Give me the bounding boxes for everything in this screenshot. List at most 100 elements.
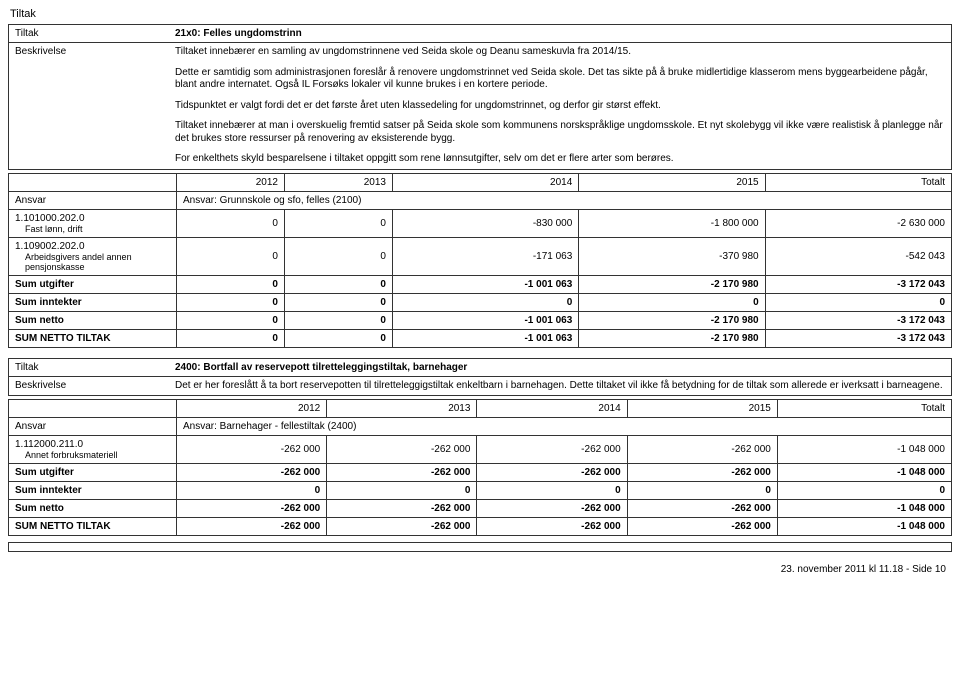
cell: -2 170 980	[579, 329, 765, 347]
cell: 0	[327, 482, 477, 500]
cell: -262 000	[477, 464, 627, 482]
tiltak-value: 21x0: Felles ungdomstrinn	[169, 25, 951, 42]
cell: -1 048 000	[777, 518, 951, 536]
cell: -262 000	[627, 436, 777, 464]
sum-label: SUM NETTO TILTAK	[9, 329, 177, 347]
data-table-1: 2012 2013 2014 2015 Totalt Ansvar Ansvar…	[8, 173, 952, 348]
ansvar-row: Ansvar Ansvar: Grunnskole og sfo, felles…	[9, 191, 952, 209]
cell: 0	[177, 329, 285, 347]
code-sub: Fast lønn, drift	[15, 224, 170, 234]
cell: 0	[284, 209, 392, 237]
cell: 0	[477, 482, 627, 500]
col-2014: 2014	[392, 173, 578, 191]
code: 1.109002.202.0	[15, 241, 85, 252]
cell: -262 000	[327, 500, 477, 518]
cell: -1 001 063	[392, 311, 578, 329]
cell: 0	[284, 311, 392, 329]
page-header: Tiltak	[8, 8, 952, 20]
cell: 0	[177, 311, 285, 329]
cell: 0	[284, 237, 392, 275]
col-2012: 2012	[177, 173, 285, 191]
data-table-2: 2012 2013 2014 2015 Totalt Ansvar Ansvar…	[8, 399, 952, 536]
cell: -262 000	[177, 500, 327, 518]
table-row: 1.109002.202.0 Arbeidsgivers andel annen…	[9, 237, 952, 275]
cell: -262 000	[627, 518, 777, 536]
desc-p5: For enkelthets skyld besparelsene i tilt…	[175, 153, 945, 166]
cell: 0	[177, 275, 285, 293]
sum-netto-tiltak-row: SUM NETTO TILTAK -262 000 -262 000 -262 …	[9, 518, 952, 536]
cell: 0	[284, 293, 392, 311]
cell: -262 000	[327, 518, 477, 536]
desc-p3: Tidspunktet er valgt fordi det er det fø…	[175, 100, 945, 113]
col-2015: 2015	[627, 400, 777, 418]
col-totalt: Totalt	[765, 173, 951, 191]
cell: -262 000	[477, 436, 627, 464]
tiltak-label: Tiltak	[9, 25, 169, 42]
sum-netto-row: Sum netto -262 000 -262 000 -262 000 -26…	[9, 500, 952, 518]
cell: 0	[177, 293, 285, 311]
cell: -262 000	[327, 464, 477, 482]
table-row: 1.101000.202.0 Fast lønn, drift 0 0 -830…	[9, 209, 952, 237]
ansvar-label: Ansvar	[9, 418, 177, 436]
desc-p1: Tiltaket innebærer en samling av ungdoms…	[175, 46, 945, 59]
desc-p4: Tiltaket innebærer at man i overskuelig …	[175, 120, 945, 145]
page-footer: 23. november 2011 kl 11.18 - Side 10	[8, 564, 952, 575]
row-code: 1.109002.202.0 Arbeidsgivers andel annen…	[9, 237, 177, 275]
cell: 0	[177, 237, 285, 275]
cell: -2 170 980	[579, 311, 765, 329]
cell: -2 630 000	[765, 209, 951, 237]
sum-label: Sum utgifter	[9, 464, 177, 482]
desc-p1: Det er her foreslått å ta bort reservepo…	[175, 380, 945, 393]
cell: -262 000	[627, 500, 777, 518]
cell: -262 000	[177, 436, 327, 464]
cell: 0	[627, 482, 777, 500]
sum-label: Sum inntekter	[9, 482, 177, 500]
year-header-row: 2012 2013 2014 2015 Totalt	[9, 400, 952, 418]
row-code: 1.101000.202.0 Fast lønn, drift	[9, 209, 177, 237]
sum-netto-row: Sum netto 0 0 -1 001 063 -2 170 980 -3 1…	[9, 311, 952, 329]
ansvar-label: Ansvar	[9, 191, 177, 209]
year-header-row: 2012 2013 2014 2015 Totalt	[9, 173, 952, 191]
code: 1.101000.202.0	[15, 213, 85, 224]
beskrivelse-label: Beskrivelse	[9, 377, 169, 396]
cell: -262 000	[177, 464, 327, 482]
sum-label: SUM NETTO TILTAK	[9, 518, 177, 536]
tiltak-value: 2400: Bortfall av reservepott tilrettele…	[169, 359, 951, 376]
col-2013: 2013	[327, 400, 477, 418]
code-sub: Annet forbruksmateriell	[15, 450, 170, 460]
cell: -830 000	[392, 209, 578, 237]
row-code: 1.112000.211.0 Annet forbruksmateriell	[9, 436, 177, 464]
cell: -262 000	[627, 464, 777, 482]
ansvar-value: Ansvar: Grunnskole og sfo, felles (2100)	[177, 191, 952, 209]
sum-label: Sum netto	[9, 311, 177, 329]
section-1: Tiltak 21x0: Felles ungdomstrinn Beskriv…	[8, 24, 952, 170]
cell: -1 800 000	[579, 209, 765, 237]
cell: 0	[177, 482, 327, 500]
cell: -262 000	[477, 518, 627, 536]
col-2015: 2015	[579, 173, 765, 191]
cell: -171 063	[392, 237, 578, 275]
cell: -1 001 063	[392, 329, 578, 347]
col-2012: 2012	[177, 400, 327, 418]
sum-label: Sum inntekter	[9, 293, 177, 311]
empty-section	[8, 542, 952, 552]
cell: 0	[392, 293, 578, 311]
cell: -542 043	[765, 237, 951, 275]
sum-netto-tiltak-row: SUM NETTO TILTAK 0 0 -1 001 063 -2 170 9…	[9, 329, 952, 347]
col-2013: 2013	[284, 173, 392, 191]
ansvar-row: Ansvar Ansvar: Barnehager - fellestiltak…	[9, 418, 952, 436]
cell: -1 048 000	[777, 500, 951, 518]
cell: -3 172 043	[765, 275, 951, 293]
col-totalt: Totalt	[777, 400, 951, 418]
sum-utgifter-row: Sum utgifter 0 0 -1 001 063 -2 170 980 -…	[9, 275, 952, 293]
cell: 0	[777, 482, 951, 500]
cell: -3 172 043	[765, 329, 951, 347]
sum-label: Sum utgifter	[9, 275, 177, 293]
col-2014: 2014	[477, 400, 627, 418]
ansvar-value: Ansvar: Barnehager - fellestiltak (2400)	[177, 418, 952, 436]
cell: 0	[284, 329, 392, 347]
desc-p2: Dette er samtidig som administrasjonen f…	[175, 67, 945, 92]
cell: -1 048 000	[777, 464, 951, 482]
cell: 0	[579, 293, 765, 311]
beskrivelse-label: Beskrivelse	[9, 43, 169, 169]
